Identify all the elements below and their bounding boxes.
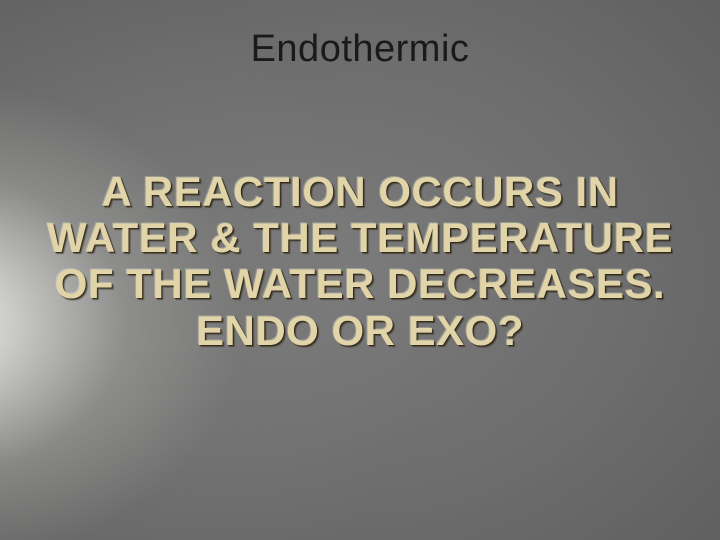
slide: Endothermic A REACTION OCCURS IN WATER &…	[0, 0, 720, 540]
body-area: A REACTION OCCURS IN WATER & THE TEMPERA…	[0, 169, 720, 354]
slide-title: Endothermic	[251, 28, 470, 71]
slide-body-text: A REACTION OCCURS IN WATER & THE TEMPERA…	[30, 169, 690, 354]
title-area: Endothermic	[251, 28, 470, 71]
